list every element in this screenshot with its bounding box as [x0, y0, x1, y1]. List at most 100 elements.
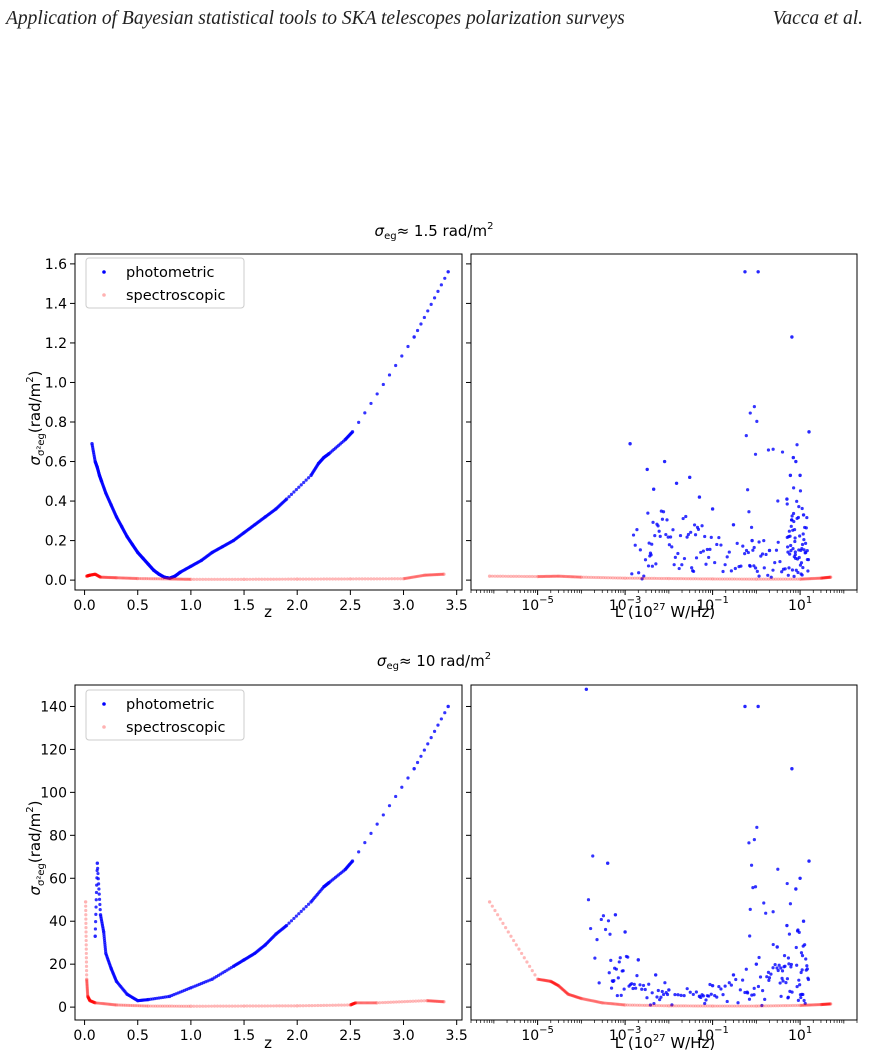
spectroscopic-point	[574, 995, 578, 999]
photometric-point	[797, 930, 801, 934]
photometric-point	[774, 548, 779, 552]
photometric-point	[707, 555, 711, 560]
photometric-point	[798, 489, 803, 493]
photometric-point	[798, 563, 803, 567]
photometric-point	[769, 972, 773, 976]
spectroscopic-point	[423, 573, 427, 577]
photometric-point	[798, 473, 802, 478]
photometric-point	[801, 565, 805, 570]
spectroscopic-point	[419, 999, 423, 1003]
photometric-point	[807, 859, 811, 863]
spectroscopic-point	[280, 577, 285, 581]
spectroscopic-point	[701, 577, 705, 581]
spectroscopic-point	[342, 1003, 347, 1007]
photometric-point	[797, 548, 801, 552]
spectroscopic-point	[413, 575, 417, 579]
xlabel-top-right: L (1027 W/Hz)	[615, 602, 715, 621]
spectroscopic-point	[493, 908, 497, 913]
spectroscopic-point	[230, 1004, 234, 1008]
spectroscopic-point	[710, 1004, 715, 1008]
spectroscopic-point	[137, 1004, 142, 1008]
spectroscopic-point	[828, 1002, 832, 1006]
spectroscopic-point	[650, 576, 654, 580]
spectroscopic-point	[432, 573, 436, 577]
photometric-point	[653, 534, 657, 538]
spectroscopic-point	[796, 1003, 800, 1008]
spectroscopic-point	[120, 1003, 124, 1007]
photometric-point	[767, 548, 772, 553]
spectroscopic-point	[84, 926, 88, 930]
spectroscopic-point	[171, 577, 175, 581]
photometric-point	[790, 767, 794, 771]
spectroscopic-point	[365, 1001, 370, 1005]
spectroscopic-point	[679, 1004, 683, 1008]
legend-marker-photometric	[102, 270, 106, 274]
spectroscopic-point	[498, 917, 502, 921]
spectroscopic-point	[544, 979, 548, 983]
photometric-point	[717, 984, 721, 989]
spectroscopic-point	[325, 1003, 329, 1007]
spectroscopic-point	[582, 997, 586, 1001]
spectroscopic-point	[146, 1004, 151, 1008]
photometric-point	[363, 841, 367, 845]
photometric-point	[609, 986, 614, 990]
photometric-point	[612, 978, 616, 983]
photometric-point	[793, 553, 797, 557]
spectroscopic-point	[538, 978, 543, 982]
photometric-point	[429, 736, 433, 740]
spectroscopic-point	[407, 576, 412, 580]
spectroscopic-point	[574, 575, 578, 579]
spectroscopic-point	[195, 577, 199, 581]
spectroscopic-point	[269, 1004, 273, 1008]
photometric-point	[709, 992, 713, 996]
spectroscopic-point	[749, 577, 754, 581]
spectroscopic-point	[628, 1003, 632, 1007]
spectroscopic-point	[825, 575, 830, 580]
photometric-point	[94, 920, 98, 924]
spectroscopic-point	[188, 577, 192, 581]
svg-text:σσ²eg(rad/m2): σσ²eg(rad/m2)	[25, 800, 47, 895]
spectroscopic-point	[89, 573, 93, 577]
spectroscopic-point	[189, 577, 193, 582]
photometric-point	[375, 392, 379, 396]
photometric-point	[647, 541, 651, 545]
spectroscopic-point	[557, 984, 561, 988]
photometric-point	[799, 951, 804, 955]
spectroscopic-point	[723, 577, 727, 581]
spectroscopic-point	[230, 577, 234, 581]
spectroscopic-point	[86, 996, 91, 1000]
photometric-point	[646, 511, 650, 515]
photometric-point	[751, 548, 755, 552]
spectroscopic-point	[221, 577, 225, 581]
photometric-point	[626, 955, 630, 959]
spectroscopic-point	[689, 577, 693, 581]
spectroscopic-point	[381, 577, 385, 581]
spectroscopic-point	[283, 577, 287, 581]
photometric-point	[750, 538, 754, 543]
spectroscopic-point	[817, 576, 821, 580]
spectroscopic-point	[572, 994, 576, 998]
spectroscopic-point	[414, 999, 418, 1003]
spectroscopic-point	[566, 992, 570, 996]
spectroscopic-point	[725, 577, 729, 581]
spectroscopic-point	[570, 994, 575, 998]
spectroscopic-point	[352, 1001, 357, 1005]
spectroscopic-point	[136, 1004, 140, 1008]
x-tick-label: 0.5	[127, 598, 149, 614]
photometric-point	[794, 887, 798, 891]
spectroscopic-point	[110, 1002, 114, 1007]
photometric-point	[685, 535, 689, 539]
spectroscopic-point	[742, 1004, 746, 1008]
photometric-point	[752, 545, 756, 550]
spectroscopic-point	[815, 1003, 820, 1007]
spectroscopic-point	[813, 1003, 817, 1007]
spectroscopic-point	[805, 577, 809, 581]
photometric-point	[764, 552, 768, 557]
spectroscopic-point	[608, 576, 613, 580]
photometric-point	[665, 518, 669, 522]
spectroscopic-point	[274, 577, 279, 581]
photometric-point	[696, 527, 701, 531]
spectroscopic-point	[586, 998, 590, 1002]
spectroscopic-point	[545, 979, 549, 983]
